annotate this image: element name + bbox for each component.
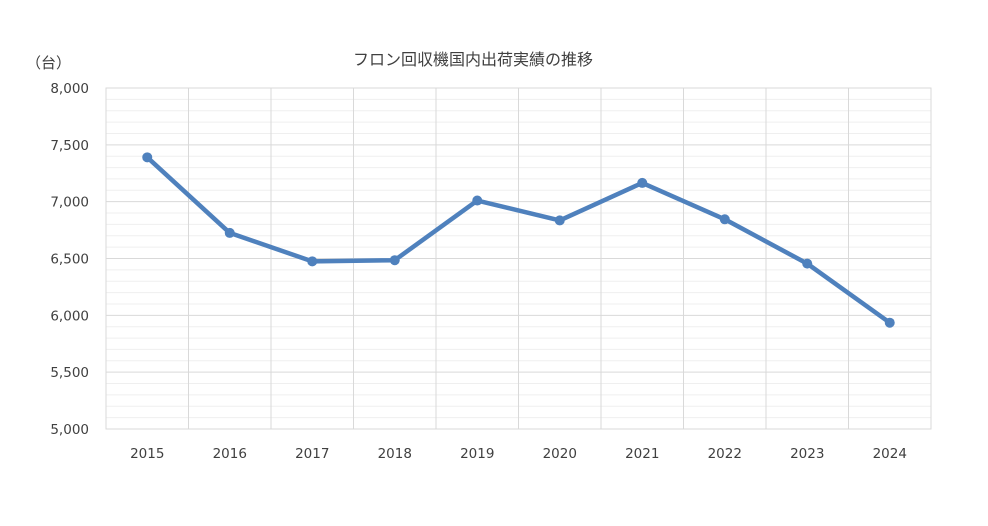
x-tick-label: 2019	[460, 446, 494, 462]
data-point	[142, 152, 153, 163]
x-tick-label: 2017	[295, 446, 329, 462]
y-tick-label: 5,000	[50, 422, 89, 438]
x-tick-label: 2015	[130, 446, 164, 462]
data-point	[472, 195, 483, 206]
y-tick-label: 5,500	[50, 365, 89, 381]
y-tick-label: 6,500	[50, 252, 89, 268]
plot-area-border	[105, 87, 932, 430]
series-layer	[142, 152, 895, 328]
series-line	[145, 155, 892, 325]
y-tick-label: 7,500	[50, 138, 89, 154]
y-tick-label: 7,000	[50, 195, 89, 211]
y-axis-unit-label: （台）	[26, 54, 71, 72]
x-tick-label: 2021	[625, 446, 659, 462]
y-tick-label: 8,000	[50, 81, 89, 97]
x-tick-label: 2022	[708, 446, 742, 462]
data-point	[637, 177, 648, 188]
y-tick-label: 6,000	[50, 308, 89, 324]
data-point	[554, 215, 565, 226]
data-point	[224, 227, 235, 238]
data-point	[884, 317, 895, 328]
x-tick-label: 2020	[543, 446, 577, 462]
x-tick-label: 2018	[378, 446, 412, 462]
x-tick-label: 2016	[213, 446, 247, 462]
x-tick-label: 2024	[873, 446, 907, 462]
data-point	[389, 255, 400, 266]
data-point	[719, 214, 730, 225]
axis-labels: 5,000 5,500 6,000 6,500 7,000 7,500 8,000 2015 2…	[50, 81, 907, 462]
data-point	[802, 258, 813, 269]
grid	[105, 87, 932, 430]
x-tick-label: 2023	[790, 446, 824, 462]
chart-title: フロン回収機国内出荷実績の推移	[353, 50, 593, 69]
data-point	[307, 256, 318, 267]
